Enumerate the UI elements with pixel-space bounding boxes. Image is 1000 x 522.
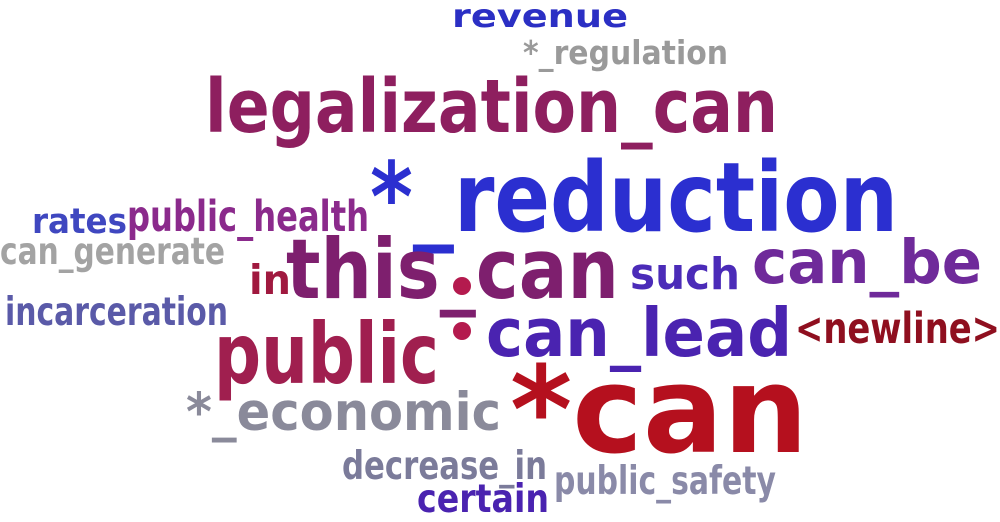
word-in: in [249, 256, 291, 304]
word-newline: <newline> [795, 304, 1000, 354]
word-revenue: revenue [452, 0, 628, 35]
word-certain: certain [417, 477, 549, 522]
word-reduction: *_reduction [370, 142, 898, 254]
dot-lower [453, 322, 471, 340]
word-regulation: *_regulation [523, 33, 728, 72]
word-decrease-in: decrease_in [342, 444, 547, 489]
word-legalization-can: legalization_can [205, 64, 778, 150]
word-such: such [630, 249, 740, 300]
word-economic: *_economic [186, 382, 501, 443]
word-can: *can [510, 342, 808, 481]
word-this-can: this_can [286, 221, 619, 318]
word-can-be: can_be [752, 227, 982, 298]
word-can-lead: can_lead [486, 294, 792, 372]
word-public-health: public_health [127, 192, 369, 242]
word-can-generate: can_generate [0, 230, 225, 273]
word-public: public [214, 305, 439, 403]
dot-upper [453, 277, 471, 295]
word-incarceration: incarceration [5, 290, 228, 335]
word-public-safety: public_safety [554, 459, 776, 504]
word-rates: rates [32, 202, 127, 242]
